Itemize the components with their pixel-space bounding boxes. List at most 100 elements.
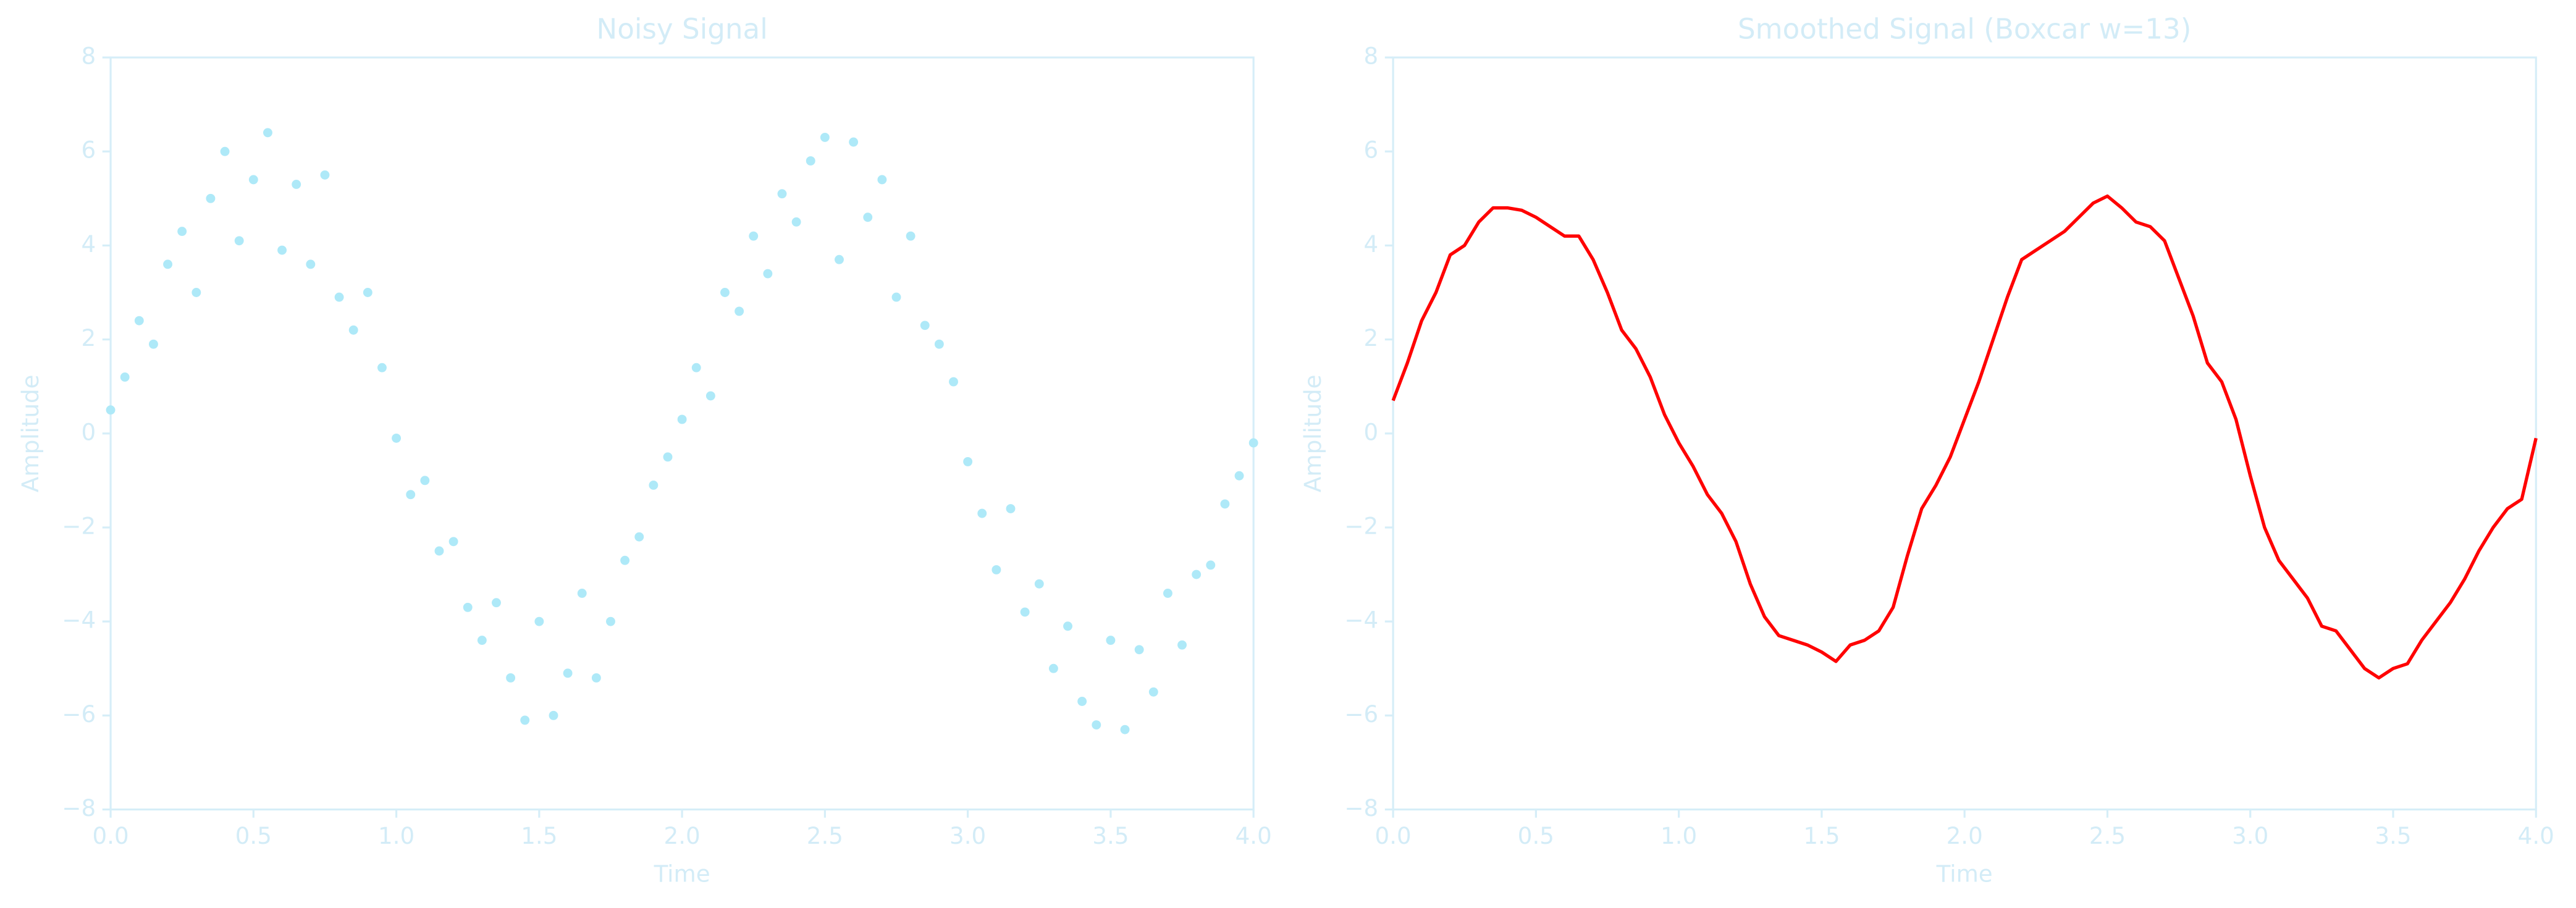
- data-point: [1192, 570, 1202, 579]
- x-tick-label: 1.5: [521, 822, 557, 849]
- data-point: [120, 372, 130, 382]
- plot-frame: [1392, 56, 2537, 811]
- data-point: [991, 565, 1001, 574]
- data-point: [663, 452, 673, 462]
- x-tick-label: 4.0: [2518, 822, 2554, 849]
- x-tick-label: 2.0: [1947, 822, 1983, 849]
- data-point: [1106, 636, 1116, 645]
- data-point: [1220, 499, 1230, 509]
- data-point: [534, 616, 544, 626]
- data-point: [863, 212, 873, 222]
- data-point: [1206, 560, 1216, 570]
- data-point: [292, 180, 301, 189]
- x-tick-label: 0.0: [1375, 822, 1412, 849]
- y-tick-label: 8: [1364, 43, 1379, 70]
- data-point: [434, 546, 444, 556]
- data-point: [134, 316, 144, 326]
- data-point: [148, 339, 158, 349]
- data-point: [1134, 645, 1144, 655]
- y-tick-label: −8: [1344, 794, 1378, 822]
- x-tick-label: 0.5: [235, 822, 272, 849]
- chart-panel: Noisy Signal Time Amplitude 0.0 0.5 1.0 1.5 2.0…: [17, 13, 1272, 888]
- data-point: [749, 231, 759, 241]
- data-point: [392, 433, 402, 443]
- x-tick-label: 3.5: [1092, 822, 1129, 849]
- data-point: [1063, 621, 1072, 631]
- data-point: [549, 710, 558, 720]
- data-point: [620, 555, 630, 565]
- data-point: [520, 715, 530, 725]
- data-point: [1177, 640, 1187, 650]
- data-point: [649, 481, 659, 490]
- x-tick-label: 4.0: [1235, 822, 1272, 849]
- x-tick-label: 1.0: [378, 822, 415, 849]
- data-point: [806, 156, 815, 166]
- data-point: [563, 668, 573, 678]
- data-point: [1120, 725, 1130, 734]
- data-point: [920, 321, 930, 330]
- data-point: [705, 391, 715, 401]
- y-tick-label: 4: [1364, 230, 1379, 258]
- y-tick-label: −8: [62, 794, 96, 822]
- x-tick-label: 0.0: [92, 822, 128, 849]
- y-axis-label: Amplitude: [1299, 374, 1326, 492]
- y-tick-label: −4: [62, 607, 96, 634]
- data-point: [1092, 720, 1101, 729]
- x-tick-label: 3.0: [2232, 822, 2268, 849]
- y-tick-label: 6: [81, 137, 96, 164]
- x-axis-label: Time: [654, 860, 710, 887]
- x-tick-label: 1.0: [1661, 822, 1697, 849]
- data-point: [591, 673, 601, 683]
- x-tick-label: 2.5: [807, 822, 843, 849]
- data-point: [1077, 697, 1087, 706]
- data-point: [677, 414, 687, 424]
- data-point: [691, 363, 701, 372]
- data-point: [192, 288, 201, 297]
- data-point: [835, 254, 844, 264]
- data-point: [334, 292, 344, 302]
- data-point: [348, 325, 358, 335]
- y-tick-label: −2: [1344, 512, 1378, 539]
- data-point: [248, 175, 258, 185]
- data-point: [1006, 504, 1016, 513]
- data-point: [448, 537, 458, 547]
- y-tick-label: 8: [81, 43, 96, 70]
- data-point: [263, 128, 272, 138]
- data-point: [163, 259, 172, 269]
- data-point: [849, 137, 859, 147]
- data-point: [906, 231, 915, 241]
- y-tick-label: 2: [81, 324, 96, 351]
- data-point: [463, 602, 473, 612]
- data-point: [363, 288, 373, 297]
- data-point: [1034, 579, 1044, 589]
- data-point: [406, 490, 416, 500]
- data-point: [377, 363, 387, 372]
- data-point: [1020, 607, 1030, 617]
- chart-title: Smoothed Signal (Boxcar w=13): [1738, 13, 2191, 46]
- data-point: [206, 193, 216, 203]
- data-point: [234, 236, 244, 246]
- x-axis-label: Time: [1936, 860, 1993, 887]
- data-point: [577, 589, 587, 598]
- y-tick-label: 4: [81, 230, 96, 258]
- data-point: [963, 456, 973, 466]
- y-tick-label: −4: [1344, 607, 1378, 634]
- data-point: [949, 377, 958, 387]
- data-point: [720, 288, 730, 297]
- data-point: [734, 306, 744, 316]
- data-point: [477, 636, 487, 645]
- x-tick-label: 3.0: [949, 822, 986, 849]
- data-point: [763, 269, 773, 279]
- y-tick-label: −2: [62, 512, 96, 539]
- data-point: [420, 476, 430, 486]
- data-point: [220, 146, 230, 156]
- x-tick-label: 2.5: [2089, 822, 2126, 849]
- x-tick-label: 3.5: [2375, 822, 2411, 849]
- y-axis-label: Amplitude: [17, 374, 44, 492]
- x-tick-label: 1.5: [1803, 822, 1840, 849]
- data-point: [1148, 687, 1158, 697]
- data-point: [306, 259, 316, 269]
- data-point: [634, 532, 644, 542]
- data-point: [891, 292, 901, 302]
